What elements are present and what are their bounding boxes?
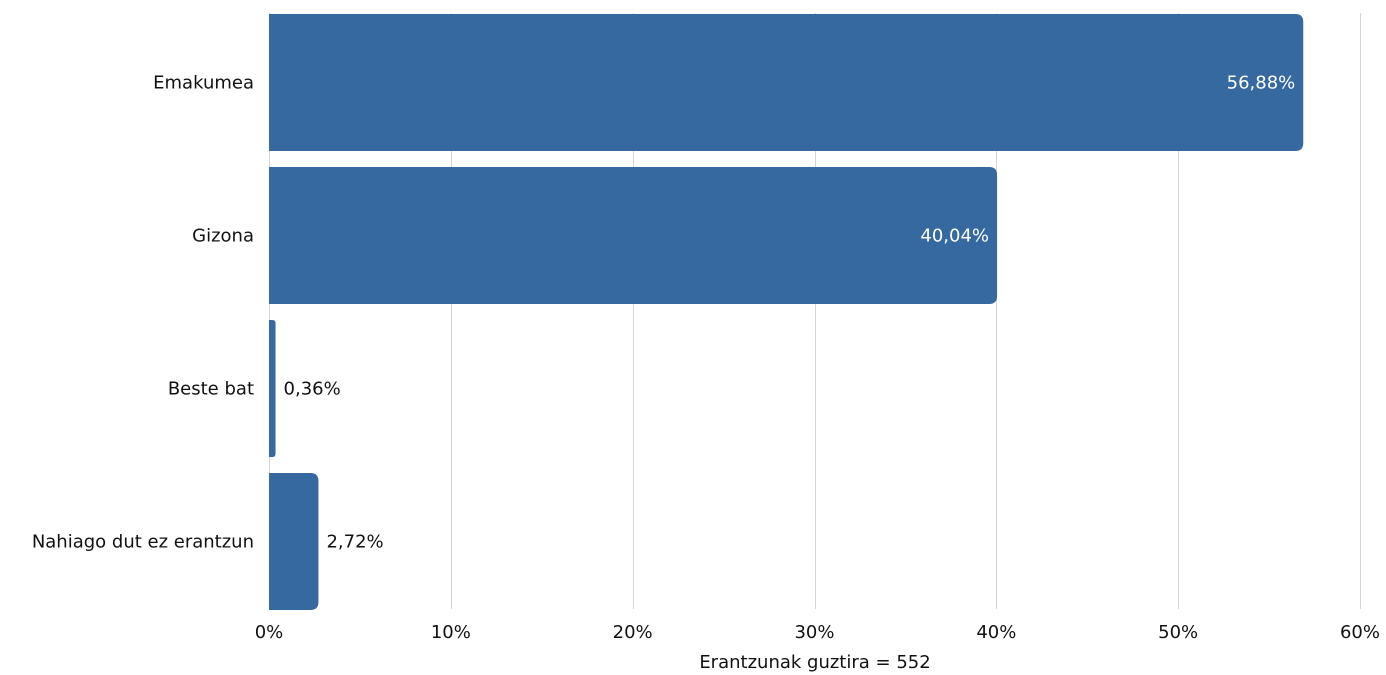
bars xyxy=(269,14,1304,610)
data-label: 56,88% xyxy=(1227,73,1296,94)
x-tick-label: 50% xyxy=(1158,622,1198,643)
data-label: 2,72% xyxy=(326,532,383,553)
x-tick-label: 0% xyxy=(255,622,284,643)
category-label: Gizona xyxy=(192,226,254,247)
bar xyxy=(269,14,1304,151)
x-tick-label: 40% xyxy=(976,622,1016,643)
bar xyxy=(269,320,276,457)
x-tick-label: 20% xyxy=(613,622,653,643)
x-tick-label: 60% xyxy=(1340,622,1380,643)
x-tick-label: 30% xyxy=(794,622,834,643)
x-axis-tick-labels: 0% 10% 20% 30% 40% 50% 60% xyxy=(255,622,1380,643)
x-tick-label: 10% xyxy=(431,622,471,643)
category-label: Beste bat xyxy=(168,379,254,400)
x-axis-label: Erantzunak guztira = 552 xyxy=(699,652,930,673)
bar xyxy=(269,473,319,610)
category-label: Emakumea xyxy=(153,73,254,94)
data-label: 40,04% xyxy=(920,226,989,247)
category-label: Nahiago dut ez erantzun xyxy=(32,532,254,553)
value-labels: 56,88% 40,04% 0,36% 2,72% xyxy=(284,73,1296,553)
data-label: 0,36% xyxy=(284,379,341,400)
category-labels: Emakumea Gizona Beste bat Nahiago dut ez er… xyxy=(32,73,254,553)
bar xyxy=(269,167,998,304)
